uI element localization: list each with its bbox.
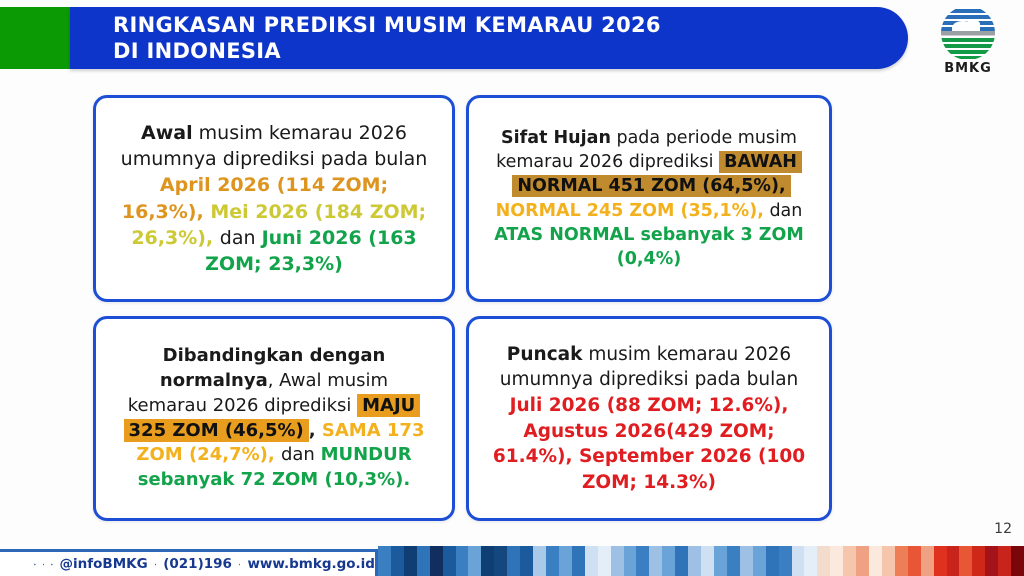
- climate-stripe: [545, 546, 559, 576]
- climate-stripe: [403, 546, 417, 576]
- climate-stripe: [494, 546, 508, 576]
- climate-stripe: [429, 546, 443, 576]
- climate-stripe: [1011, 546, 1024, 576]
- climate-stripe: [520, 546, 534, 576]
- climate-stripe: [675, 546, 689, 576]
- card-awal-musim-text: Awal musim kemarau 2026 umumnya dipredik…: [118, 120, 430, 277]
- text-segment: Puncak: [506, 343, 583, 365]
- social-handle: @infoBMKG: [59, 556, 148, 572]
- bmkg-logo-label: BMKG: [944, 61, 992, 76]
- text-segment: dan: [763, 200, 803, 221]
- page-number: 12: [994, 521, 1012, 537]
- climate-stripe: [481, 546, 495, 576]
- card-awal-musim: Awal musim kemarau 2026 umumnya dipredik…: [93, 95, 455, 302]
- text-segment: NORMAL 245 ZOM (35,1%),: [495, 200, 764, 221]
- bmkg-logo-icon: [941, 6, 995, 60]
- climate-stripe: [468, 546, 482, 576]
- climate-stripe: [584, 546, 598, 576]
- climate-stripe: [726, 546, 740, 576]
- text-segment: ATAS NORMAL sebanyak 3 ZOM (0,4%): [494, 224, 804, 269]
- text-segment: ,: [308, 419, 322, 441]
- footer-contact-bar: @infoBMKG (021)196 www.bmkg.go.id: [0, 549, 378, 576]
- card-sifat-hujan: Sifat Hujan pada periode musim kemarau 2…: [466, 95, 832, 302]
- card-dibandingkan-normal-text: Dibandingkan dengan normalnya, Awal musi…: [118, 344, 430, 493]
- climate-stripe: [623, 546, 637, 576]
- climate-stripe: [946, 546, 960, 576]
- climate-stripe: [804, 546, 818, 576]
- page-title-line1: RINGKASAN PREDIKSI MUSIM KEMARAU 2026: [113, 13, 661, 37]
- climate-stripe: [558, 546, 572, 576]
- title-banner: RINGKASAN PREDIKSI MUSIM KEMARAU 2026 DI…: [70, 7, 908, 69]
- climate-stripe: [507, 546, 521, 576]
- text-segment: Juni 2026 (163 ZOM; 23,3%): [205, 226, 417, 275]
- climate-stripe: [933, 546, 947, 576]
- climate-stripe: [713, 546, 727, 576]
- climate-stripe: [442, 546, 456, 576]
- card-puncak-musim-text: Puncak musim kemarau 2026 umumnya dipred…: [491, 342, 807, 495]
- climate-stripe: [636, 546, 650, 576]
- text-segment: dan: [280, 444, 321, 466]
- climate-stripe: [843, 546, 857, 576]
- climate-stripe: [455, 546, 469, 576]
- climate-stripe: [649, 546, 663, 576]
- text-segment: April 2026 (114 ZOM; 16,3%),: [121, 174, 389, 223]
- climate-stripe: [378, 546, 391, 576]
- climate-stripe: [894, 546, 908, 576]
- climate-stripe: [533, 546, 546, 576]
- climate-stripe: [416, 546, 430, 576]
- text-segment: musim kemarau 2026 umumnya diprediksi pa…: [499, 343, 799, 391]
- warming-stripes: [378, 546, 1024, 576]
- text-segment: musim kemarau 2026 umumnya diprediksi pa…: [120, 121, 428, 171]
- climate-stripe: [830, 546, 844, 576]
- phone-icon: [154, 563, 157, 565]
- climate-stripe: [701, 546, 714, 576]
- card-puncak-musim: Puncak musim kemarau 2026 umumnya dipred…: [466, 316, 832, 521]
- header-accent-block: [0, 7, 70, 69]
- card-sifat-hujan-text: Sifat Hujan pada periode musim kemarau 2…: [491, 126, 807, 271]
- climate-stripe: [869, 546, 882, 576]
- x-icon: [51, 563, 53, 565]
- facebook-icon: [42, 563, 45, 565]
- climate-stripe: [597, 546, 611, 576]
- climate-stripe: [998, 546, 1012, 576]
- card-dibandingkan-normal: Dibandingkan dengan normalnya, Awal musi…: [93, 316, 455, 521]
- climate-stripe: [765, 546, 779, 576]
- text-segment: pada periode musim kemarau 2026 dipredik…: [496, 128, 797, 173]
- climate-stripe: [571, 546, 585, 576]
- climate-stripe: [752, 546, 766, 576]
- climate-stripe: [920, 546, 934, 576]
- climate-stripe: [856, 546, 870, 576]
- text-segment: , Awal musim kemarau 2026 diprediksi: [127, 369, 389, 416]
- text-segment: Sifat Hujan: [501, 128, 611, 149]
- text-segment: Dibandingkan dengan normalnya: [159, 345, 386, 391]
- text-segment: MUNDUR sebanyak 72 ZOM (10,3%).: [137, 444, 412, 491]
- climate-stripe: [739, 546, 753, 576]
- climate-stripe: [817, 546, 831, 576]
- climate-stripe: [972, 546, 986, 576]
- climate-stripe: [985, 546, 999, 576]
- phone-number: (021)196: [163, 556, 232, 572]
- climate-stripe: [778, 546, 792, 576]
- bmkg-logo: BMKG: [934, 4, 1002, 80]
- climate-stripe: [662, 546, 676, 576]
- page-title-line2: DI INDONESIA: [113, 39, 281, 63]
- climate-stripe: [390, 546, 404, 576]
- climate-stripe: [881, 546, 895, 576]
- text-segment: Awal: [141, 121, 193, 144]
- text-segment: SAMA 173 ZOM (24,7%),: [136, 419, 425, 466]
- globe-icon: [238, 563, 241, 565]
- climate-stripe: [791, 546, 805, 576]
- text-segment: Juli 2026 (88 ZOM; 12.6%), Agustus 2026(…: [492, 394, 806, 493]
- climate-stripe: [959, 546, 973, 576]
- climate-stripe: [688, 546, 702, 576]
- text-segment: Mei 2026 (184 ZOM; 26,3%),: [131, 200, 427, 249]
- instagram-icon: [34, 563, 36, 565]
- climate-stripe: [610, 546, 624, 576]
- climate-stripe: [907, 546, 921, 576]
- text-segment: dan: [219, 226, 262, 249]
- website-url: www.bmkg.go.id: [247, 556, 375, 572]
